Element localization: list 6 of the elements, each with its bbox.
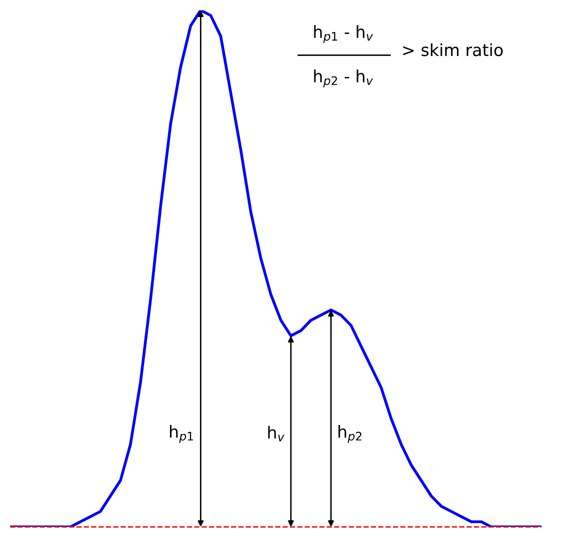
annotation: h$_{p2}$ bbox=[338, 425, 362, 443]
annotation: h$_{p1}$ - h$_{v}$ bbox=[314, 25, 374, 43]
annotation: h$_{p2}$ - h$_{v}$ bbox=[314, 70, 374, 88]
annotation: > skim ratio bbox=[403, 43, 503, 56]
annotation: h$_{p1}$ bbox=[170, 425, 193, 443]
annotation: h$_{v}$ bbox=[268, 426, 284, 442]
